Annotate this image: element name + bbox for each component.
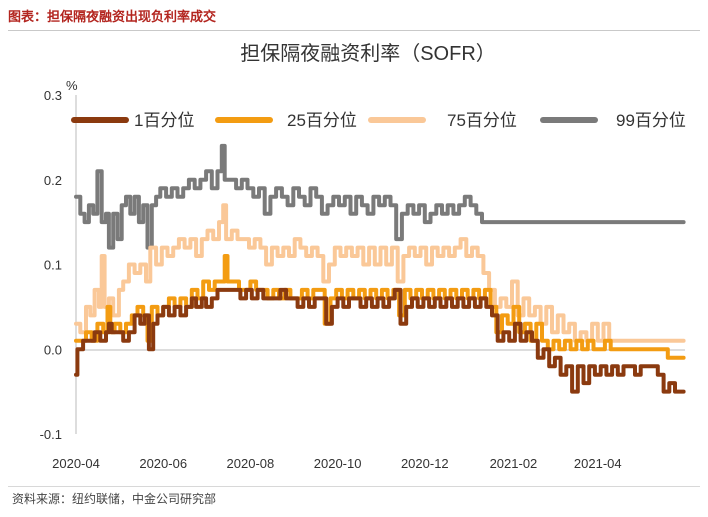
- source-divider: [8, 486, 700, 487]
- legend-label: 75百分位: [447, 111, 517, 130]
- series-line-4: [74, 143, 686, 250]
- y-axis-unit: %: [66, 78, 78, 93]
- caption-divider: [8, 30, 700, 31]
- y-tick-label: 0.1: [44, 258, 62, 273]
- figure-caption: 图表：担保隔夜融资出现负利率成交: [8, 9, 217, 24]
- x-tick-label: 2020-08: [227, 456, 275, 471]
- legend-label: 99百分位: [616, 111, 686, 130]
- x-axis-ticks: 2020-04 2020-06 2020-08 2020-10 2020-12 2021-…: [52, 456, 622, 471]
- series-line-1: [74, 287, 686, 394]
- y-tick-label: 0.3: [44, 88, 62, 103]
- x-tick-label: 2021-04: [574, 456, 622, 471]
- y-axis-ticks: -0.1 0.0 0.1 0.2 0.3: [40, 88, 62, 442]
- series-line-3: [74, 203, 686, 343]
- y-tick-label: -0.1: [40, 427, 62, 442]
- series-lines: [74, 143, 686, 394]
- legend-label: 1百分位: [134, 111, 194, 130]
- x-tick-label: 2021-02: [490, 456, 538, 471]
- legend-label: 25百分位: [287, 111, 357, 130]
- source-note: 资料来源：纽约联储，中金公司研究部: [12, 492, 217, 506]
- chart-title: 担保隔夜融资利率（SOFR）: [240, 42, 496, 65]
- y-tick-label: 0.0: [44, 342, 62, 357]
- x-tick-label: 2020-10: [314, 456, 362, 471]
- x-tick-label: 2020-04: [52, 456, 100, 471]
- legend: 1百分位 25百分位 75百分位 99百分位: [71, 111, 686, 130]
- x-tick-label: 2020-12: [401, 456, 449, 471]
- y-tick-label: 0.2: [44, 173, 62, 188]
- x-tick-label: 2020-06: [139, 456, 187, 471]
